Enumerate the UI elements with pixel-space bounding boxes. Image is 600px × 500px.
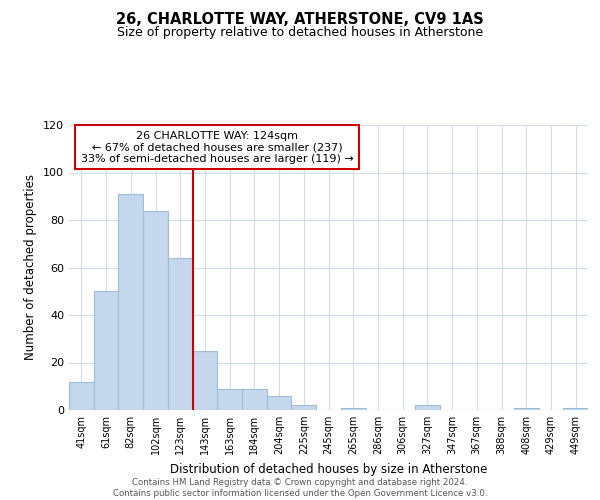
Bar: [118, 194, 143, 410]
Bar: [242, 388, 267, 410]
Text: Contains HM Land Registry data © Crown copyright and database right 2024.
Contai: Contains HM Land Registry data © Crown c…: [113, 478, 487, 498]
Bar: [415, 405, 440, 410]
X-axis label: Distribution of detached houses by size in Atherstone: Distribution of detached houses by size …: [170, 462, 487, 475]
Bar: [94, 291, 118, 410]
Text: 26 CHARLOTTE WAY: 124sqm
← 67% of detached houses are smaller (237)
33% of semi-: 26 CHARLOTTE WAY: 124sqm ← 67% of detach…: [80, 130, 353, 164]
Bar: [193, 350, 217, 410]
Y-axis label: Number of detached properties: Number of detached properties: [25, 174, 37, 360]
Bar: [341, 408, 365, 410]
Text: 26, CHARLOTTE WAY, ATHERSTONE, CV9 1AS: 26, CHARLOTTE WAY, ATHERSTONE, CV9 1AS: [116, 12, 484, 28]
Bar: [563, 408, 588, 410]
Bar: [267, 396, 292, 410]
Bar: [292, 405, 316, 410]
Bar: [143, 210, 168, 410]
Bar: [69, 382, 94, 410]
Bar: [168, 258, 193, 410]
Bar: [217, 388, 242, 410]
Bar: [514, 408, 539, 410]
Text: Size of property relative to detached houses in Atherstone: Size of property relative to detached ho…: [117, 26, 483, 39]
